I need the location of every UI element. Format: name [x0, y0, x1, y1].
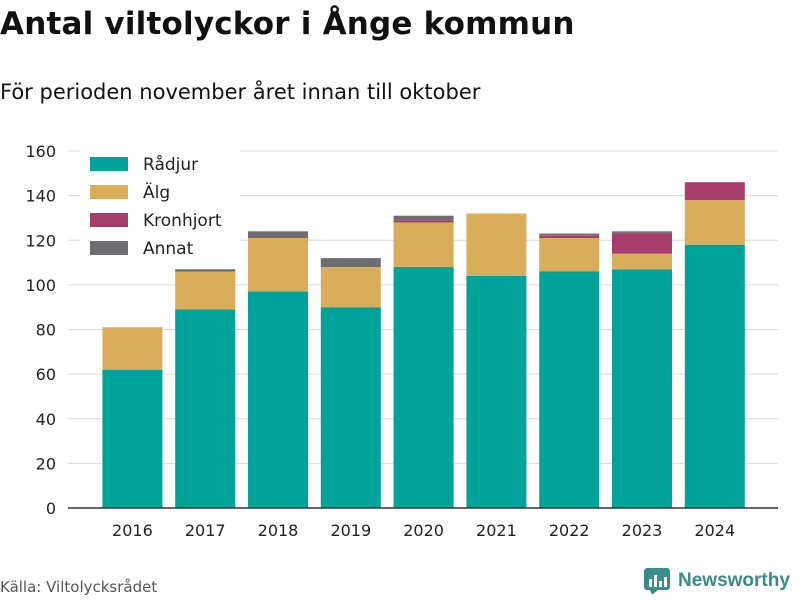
bar-2023-kronhjort — [612, 233, 672, 254]
bar-2023-annat — [612, 231, 672, 234]
y-tick-label: 100 — [25, 276, 56, 295]
legend-label: Rådjur — [143, 154, 198, 175]
x-tick-label: 2020 — [403, 521, 444, 540]
bar-2020-annat — [393, 215, 454, 221]
y-tick-label: 140 — [25, 187, 56, 206]
legend-swatch-kronhjort — [90, 213, 128, 227]
bar-2022-älg — [539, 238, 600, 272]
x-tick-label: 2021 — [476, 521, 517, 540]
bar-2023-älg — [612, 253, 672, 270]
y-tick-label: 40 — [36, 410, 56, 429]
x-tick-label: 2022 — [549, 521, 590, 540]
x-tick-label: 2016 — [112, 521, 153, 540]
bar-2017-annat — [175, 269, 236, 272]
bar-2016-älg — [102, 327, 163, 370]
stacked-bar-chart: 0 20 40 60 80 100 120 140 160 2016 2017 2018 2019 202… — [25, 142, 778, 540]
y-tick-label: 20 — [36, 454, 56, 473]
legend-swatch-rådjur — [90, 157, 128, 171]
source-note: Källa: Viltolycksrådet — [0, 578, 158, 596]
newsworthy-logo: Newsworthy — [644, 568, 790, 594]
brand-name: Newsworthy — [678, 570, 790, 591]
legend-label: Annat — [143, 239, 194, 259]
x-tick-label: 2018 — [258, 521, 299, 540]
bar-2024-rådjur — [684, 244, 745, 508]
bar-2021-älg — [466, 213, 527, 276]
bar-2020-rådjur — [393, 267, 454, 508]
x-tick-label: 2019 — [330, 521, 371, 540]
bar-2017-rådjur — [175, 309, 236, 508]
y-tick-label: 80 — [36, 321, 56, 340]
bar-2016-rådjur — [102, 369, 163, 508]
x-tick-label: 2024 — [694, 521, 735, 540]
bar-2021-rådjur — [466, 275, 527, 508]
bar-2019-rådjur — [320, 307, 381, 508]
y-tick-label: 160 — [25, 142, 56, 161]
bar-2018-rådjur — [248, 291, 308, 508]
bar-2022-annat — [539, 233, 600, 236]
chart-subtitle: För perioden november året innan till ok… — [0, 80, 481, 104]
bar-2022-rådjur — [539, 271, 600, 508]
bar-2022-kronhjort — [539, 235, 600, 239]
y-tick-label: 60 — [36, 365, 56, 384]
bar-2018-annat — [248, 231, 308, 239]
bar-2017-älg — [175, 271, 236, 310]
legend-label: Älg — [143, 182, 170, 203]
bar-chart-icon — [644, 568, 670, 594]
y-tick-label: 120 — [25, 231, 56, 250]
bar-2020-älg — [393, 222, 454, 268]
bar-2024-kronhjort — [684, 182, 745, 201]
bar-2019-annat — [320, 258, 381, 268]
legend-swatch-älg — [90, 185, 128, 199]
chart-title: Antal viltolyckor i Ånge kommun — [0, 6, 575, 42]
x-tick-label: 2023 — [622, 521, 663, 540]
x-tick-label: 2017 — [185, 521, 226, 540]
legend-label: Kronhjort — [143, 211, 222, 231]
y-tick-label: 0 — [46, 499, 56, 518]
bar-2020-kronhjort — [393, 220, 454, 223]
bar-2019-älg — [320, 267, 381, 308]
bar-2018-älg — [248, 238, 308, 292]
bar-2023-rådjur — [612, 269, 672, 508]
bar-2024-älg — [684, 200, 745, 245]
legend-swatch-annat — [90, 241, 128, 255]
